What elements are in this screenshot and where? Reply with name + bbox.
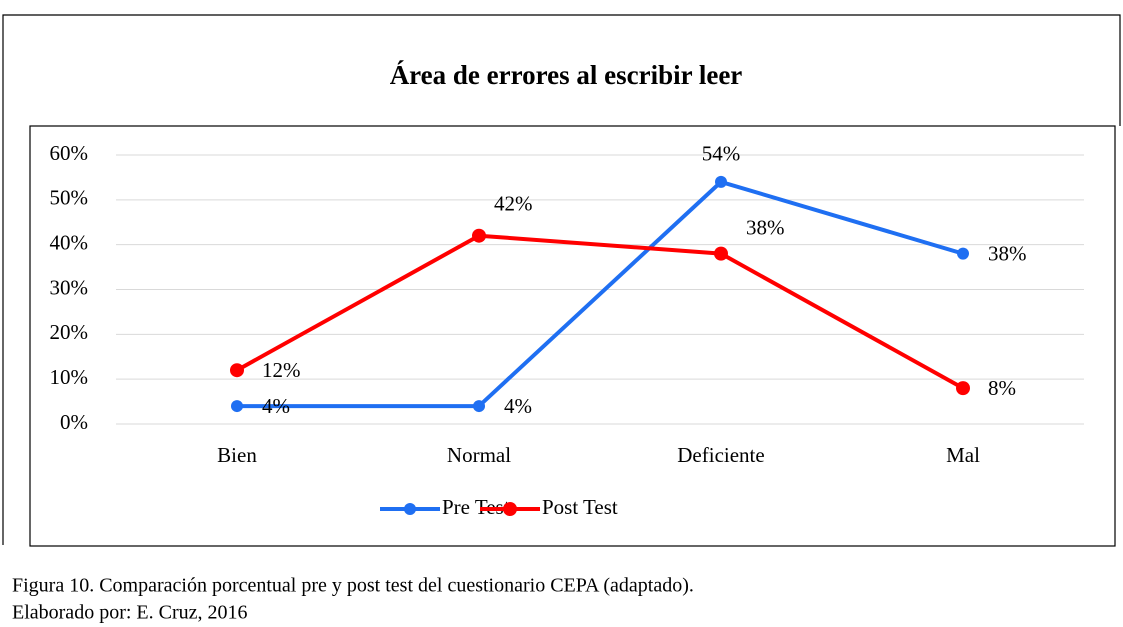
x-tick-label: Deficiente (677, 443, 764, 467)
point (714, 246, 728, 261)
point (472, 228, 486, 243)
data-label: 4% (504, 394, 532, 418)
y-tick-label: 20% (50, 320, 89, 344)
point (715, 175, 727, 188)
y-tick-label: 50% (50, 186, 89, 210)
point (230, 363, 244, 378)
legend-label: Pre Test (442, 495, 510, 519)
plot-frame (29, 125, 1116, 547)
point (473, 400, 485, 413)
data-label: 8% (988, 376, 1016, 400)
point (231, 400, 243, 413)
y-tick-label: 10% (50, 365, 89, 389)
point (956, 381, 970, 396)
legend-marker (503, 502, 517, 516)
caption: Elaborado por: E. Cruz, 2016 (12, 602, 248, 624)
outer-frame (2, 14, 1121, 545)
legend-marker (404, 503, 416, 515)
series-line (237, 179, 964, 409)
series-line (236, 233, 964, 390)
y-tick-label: 40% (50, 230, 89, 254)
data-label: 54% (702, 142, 741, 166)
data-label: 4% (262, 394, 290, 418)
x-tick-label: Bien (217, 443, 257, 467)
y-tick-label: 30% (50, 275, 89, 299)
x-tick-label: Mal (946, 443, 980, 467)
point (957, 247, 969, 260)
x-tick-label: Normal (447, 443, 511, 467)
y-tick-label: 60% (50, 141, 89, 165)
caption: Figura 10. Comparación porcentual pre y … (12, 575, 694, 597)
data-label: 42% (494, 192, 533, 216)
data-label: 38% (746, 215, 785, 239)
data-label: 12% (262, 358, 301, 382)
legend-label: Post Test (542, 495, 618, 519)
chart-title: Área de errores al escribir leer (390, 60, 743, 90)
data-label: 38% (988, 241, 1027, 265)
y-tick-label: 0% (60, 410, 88, 434)
